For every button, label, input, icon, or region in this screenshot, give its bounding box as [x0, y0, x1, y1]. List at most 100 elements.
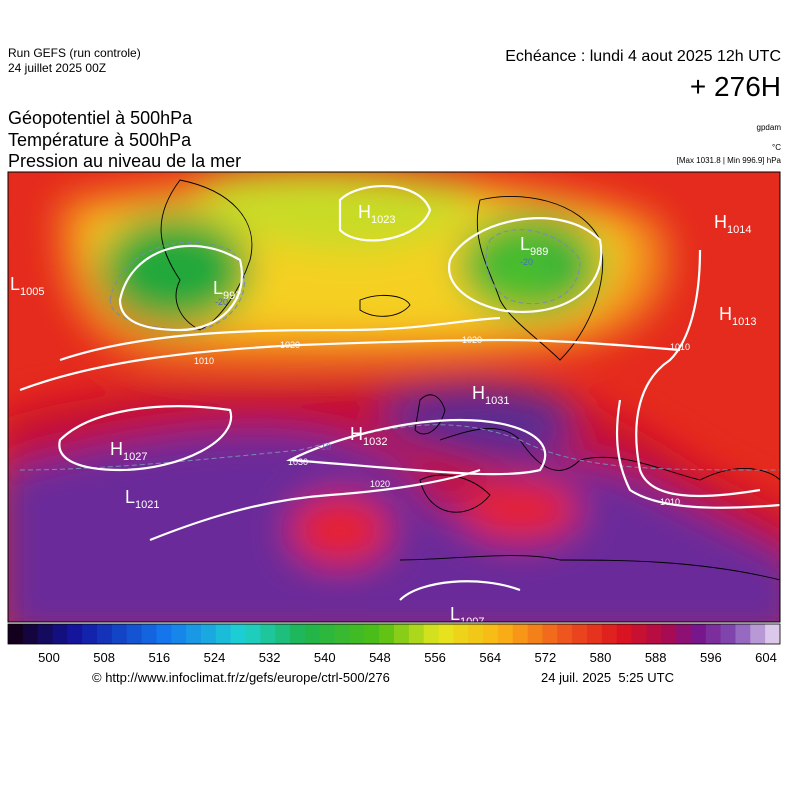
run-date: 24 juillet 2025 00Z — [8, 61, 106, 75]
colorbar-swatch — [290, 624, 306, 644]
colorbar-swatch — [67, 624, 83, 644]
field-2: Température à 500hPa — [8, 130, 192, 150]
colorbar-swatch — [557, 624, 573, 644]
unit-celsius: °C — [772, 143, 781, 152]
pressure-range: [Max 1031.8 | Min 996.9] hPa — [677, 156, 782, 165]
colorbar-swatch — [527, 624, 543, 644]
colorbar-swatch — [245, 624, 261, 644]
pressure-center: H1027 — [110, 439, 147, 463]
colorbar-swatch — [8, 624, 24, 644]
run-label: Run GEFS (run controle) — [8, 46, 141, 60]
colorbar-tick-label: 564 — [479, 650, 501, 665]
unit-gpdam: gpdam — [757, 123, 782, 132]
colorbar-tick-label: 524 — [204, 650, 226, 665]
colorbar-swatch — [705, 624, 722, 644]
colorbar-swatch — [156, 624, 172, 644]
colorbar-swatch — [22, 624, 39, 644]
colorbar-swatch — [572, 624, 588, 644]
temperature-label: -20 — [520, 257, 533, 267]
colorbar-swatch — [631, 624, 647, 644]
isobar-label: 1030 — [288, 457, 308, 467]
colorbar-tick-label: 500 — [38, 650, 60, 665]
colorbar-frame — [7, 623, 781, 645]
colorbar-swatch — [423, 624, 440, 644]
colorbar-swatch — [201, 624, 217, 644]
colorbar-tick-label: 556 — [424, 650, 446, 665]
pressure-center: L1007 — [450, 604, 485, 628]
colorbar-swatch — [52, 624, 68, 644]
colorbar-swatch — [394, 624, 410, 644]
colorbar-swatch — [171, 624, 187, 644]
colorbar-swatch — [438, 624, 454, 644]
colorbar-swatch — [349, 624, 365, 644]
colorbar-swatch — [587, 624, 603, 644]
colorbar-swatch — [408, 624, 425, 644]
colorbar-swatch — [82, 624, 98, 644]
pressure-center: H1014 — [714, 212, 751, 236]
field-3: Pression au niveau de la mer — [8, 151, 241, 171]
colorbar-tick-label: 596 — [700, 650, 722, 665]
pressure-center: H1031 — [472, 383, 509, 407]
colorbar-swatch — [512, 624, 529, 644]
colorbar-swatch — [646, 624, 662, 644]
colorbar-swatch — [111, 624, 128, 644]
forecast-hour: + 276H — [690, 71, 781, 102]
colorbar-tick-label: 540 — [314, 650, 336, 665]
colorbar-swatch — [765, 624, 781, 644]
colorbar-swatch — [304, 624, 321, 644]
colorbar-swatch — [676, 624, 692, 644]
pressure-center: H1013 — [719, 304, 756, 328]
isobar-label: 1020 — [462, 335, 482, 345]
colorbar-swatch — [735, 624, 751, 644]
temperature-label: -20 — [215, 297, 228, 307]
temperature-label: -10 — [318, 442, 331, 452]
generated-time: 24 juil. 2025 5:25 UTC — [541, 670, 674, 685]
colorbar-tick-label: 572 — [535, 650, 557, 665]
colorbar-swatch — [275, 624, 291, 644]
isobar-label: 1020 — [370, 479, 390, 489]
isobar-label: 1010 — [194, 356, 214, 366]
colorbar-swatch — [230, 624, 247, 644]
colorbar-swatch — [483, 624, 499, 644]
colorbar-swatch — [364, 624, 380, 644]
colorbar-swatch — [720, 624, 736, 644]
isobar-label: 1010 — [660, 497, 680, 507]
colorbar-swatch — [750, 624, 766, 644]
colorbar-swatch — [542, 624, 558, 644]
colorbar-swatch — [97, 624, 113, 644]
field-1: Géopotentiel à 500hPa — [8, 108, 193, 128]
pressure-center: L997 — [213, 278, 241, 302]
colorbar-swatch — [215, 624, 232, 644]
colorbar-tick-label: 604 — [755, 650, 777, 665]
colorbar-swatch — [141, 624, 157, 644]
colorbar-swatch — [616, 624, 633, 644]
colorbar-swatch — [661, 624, 677, 644]
colorbar-swatch — [319, 624, 336, 644]
colorbar-swatch — [126, 624, 143, 644]
isobar-label: 1010 — [670, 342, 690, 352]
source-url: © http://www.infoclimat.fr/z/gefs/europe… — [92, 670, 390, 685]
colorbar-tick-label: 508 — [93, 650, 115, 665]
colorbar-swatch — [334, 624, 350, 644]
pressure-center: H1032 — [350, 424, 387, 448]
colorbar-swatch — [379, 624, 395, 644]
colorbar: 500 508 516 524 532 540 548 556 564 572 580 588 596 6… — [7, 623, 781, 665]
map: L1005 L997 H1023 L989 H1014 H1013 H1031 … — [8, 172, 780, 628]
colorbar-swatch — [690, 624, 707, 644]
pressure-center: L989 — [520, 234, 548, 258]
colorbar-tick-label: 588 — [645, 650, 667, 665]
colorbar-tick-label: 580 — [590, 650, 612, 665]
colorbar-tick-label: 548 — [369, 650, 391, 665]
colorbar-swatch — [601, 624, 618, 644]
pressure-center: L1005 — [10, 274, 45, 298]
colorbar-swatch — [186, 624, 202, 644]
colorbar-swatch — [468, 624, 484, 644]
colorbar-tick-label: 516 — [148, 650, 170, 665]
pressure-center: H1023 — [358, 202, 395, 226]
pressure-center: L1021 — [125, 487, 160, 511]
colorbar-swatch — [453, 624, 469, 644]
map-frame — [7, 171, 781, 623]
colorbar-swatch — [37, 624, 54, 644]
colorbar-swatch — [260, 624, 276, 644]
